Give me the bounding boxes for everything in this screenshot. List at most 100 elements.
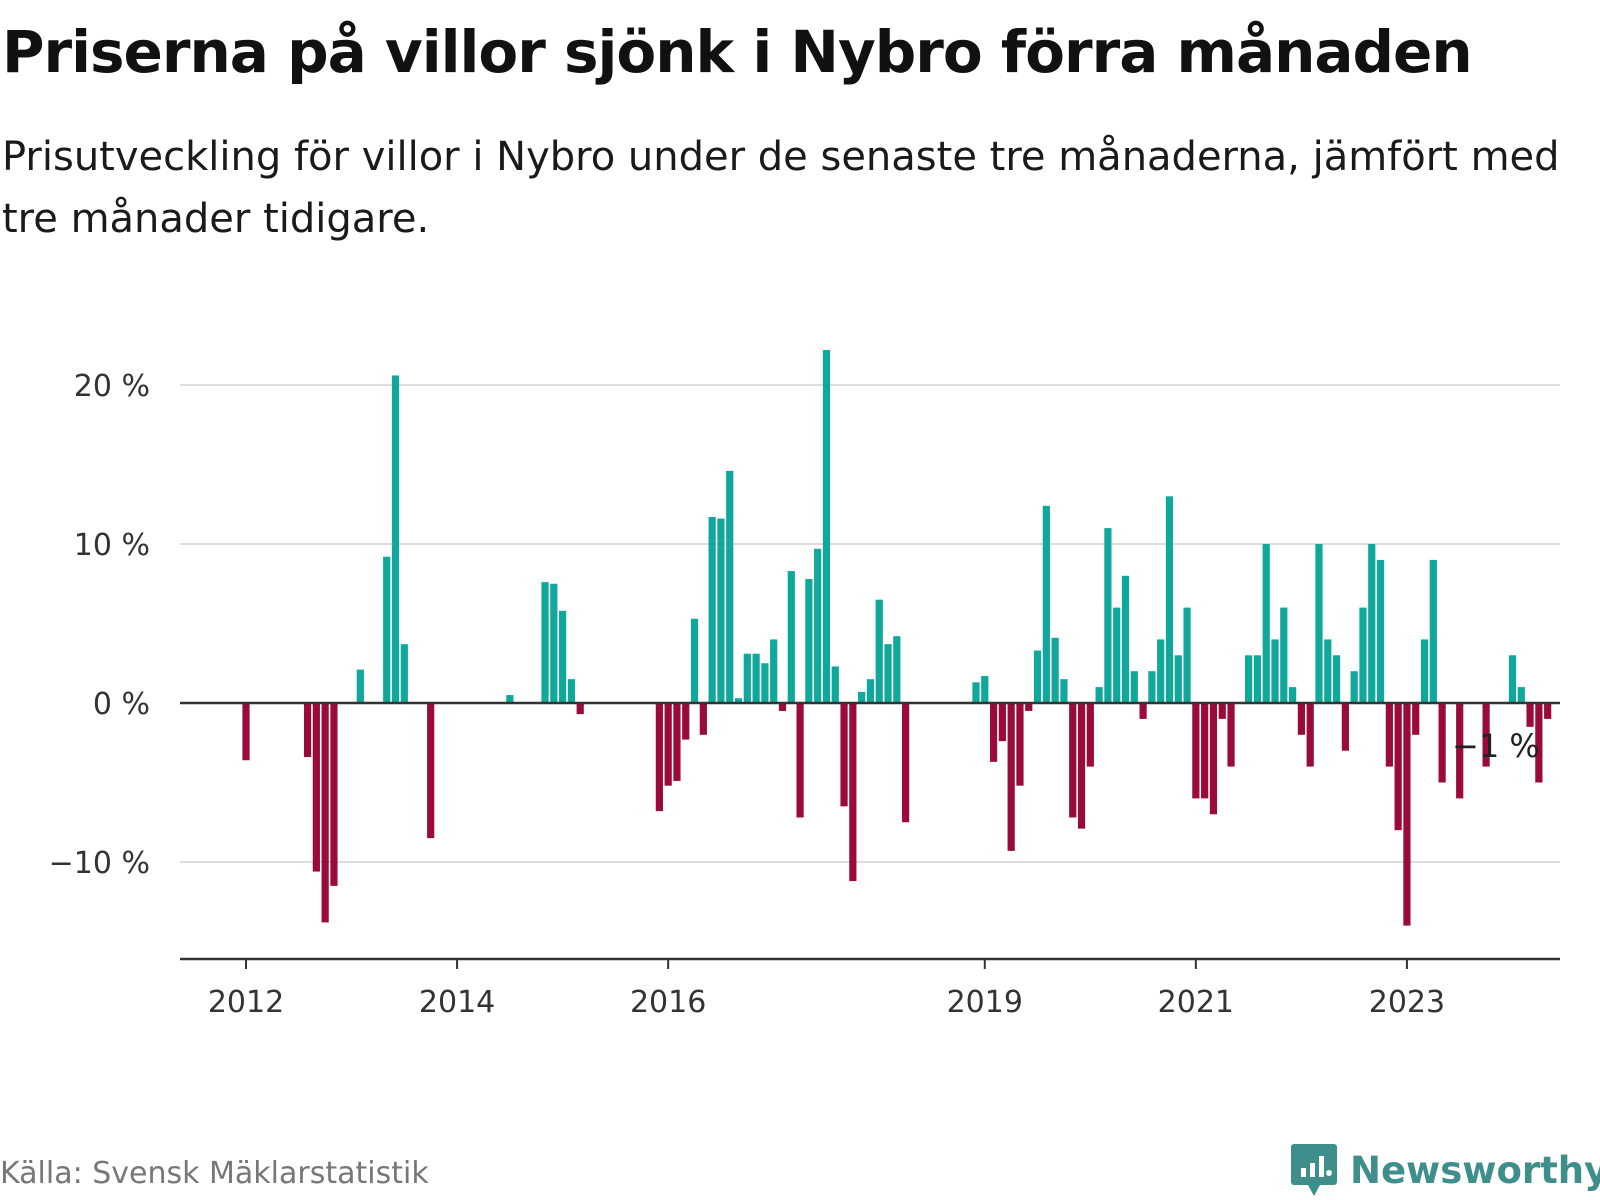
bar bbox=[1306, 703, 1314, 767]
bar bbox=[1429, 559, 1437, 703]
bar bbox=[1394, 703, 1402, 831]
bar bbox=[1271, 639, 1279, 703]
bar bbox=[1350, 671, 1358, 703]
bar bbox=[1157, 639, 1165, 703]
bar bbox=[690, 618, 699, 703]
bar bbox=[1033, 650, 1042, 703]
bar bbox=[1526, 703, 1534, 727]
bar bbox=[1385, 703, 1393, 767]
x-tick-label: 2014 bbox=[419, 985, 495, 1020]
bar bbox=[1148, 671, 1156, 703]
bar bbox=[778, 703, 787, 711]
bar bbox=[831, 666, 839, 703]
bar bbox=[1280, 607, 1288, 703]
bar bbox=[1227, 703, 1235, 767]
bar bbox=[1051, 637, 1059, 703]
bar bbox=[541, 582, 549, 703]
bar bbox=[981, 675, 989, 703]
bar bbox=[1113, 607, 1121, 703]
bar bbox=[893, 636, 901, 703]
bar bbox=[1060, 679, 1068, 703]
bar bbox=[1324, 639, 1332, 703]
bar bbox=[1007, 703, 1015, 851]
x-tick-label: 2016 bbox=[630, 985, 706, 1020]
x-tick-label: 2021 bbox=[1158, 985, 1234, 1020]
bar bbox=[858, 691, 866, 703]
bar bbox=[717, 518, 725, 703]
bar bbox=[1218, 703, 1226, 719]
x-tick-label: 2019 bbox=[947, 985, 1023, 1020]
bar bbox=[1508, 655, 1517, 703]
bar bbox=[1201, 703, 1209, 799]
bar bbox=[664, 703, 672, 786]
bar bbox=[1482, 703, 1490, 767]
bar bbox=[972, 682, 980, 703]
bar bbox=[1517, 687, 1525, 703]
bar bbox=[1376, 559, 1385, 703]
chart-title: Priserna på villor sjönk i Nybro förra m… bbox=[2, 18, 1473, 86]
bar bbox=[550, 583, 558, 703]
bar bbox=[400, 644, 408, 703]
bar bbox=[1544, 703, 1552, 719]
bar bbox=[673, 703, 681, 781]
bar bbox=[1253, 655, 1262, 703]
bar bbox=[1139, 703, 1147, 719]
bar bbox=[840, 703, 848, 807]
bar bbox=[506, 695, 514, 703]
bar bbox=[1121, 575, 1130, 703]
bar bbox=[875, 599, 883, 703]
y-tick-label: 0 % bbox=[93, 687, 150, 722]
bar bbox=[787, 571, 795, 703]
bar bbox=[427, 703, 435, 839]
bar bbox=[743, 653, 751, 703]
bar bbox=[1535, 703, 1543, 783]
bar bbox=[559, 610, 567, 703]
bar bbox=[1403, 703, 1411, 926]
bar bbox=[1183, 607, 1191, 703]
bar bbox=[770, 639, 778, 703]
brand-logo: Newsworthy bbox=[1290, 1140, 1600, 1200]
bar bbox=[1341, 703, 1349, 751]
bar bbox=[1209, 703, 1218, 815]
x-tick-label: 2023 bbox=[1369, 985, 1445, 1020]
bar bbox=[989, 703, 998, 762]
bar bbox=[761, 663, 769, 703]
bar bbox=[805, 578, 813, 703]
bar bbox=[1289, 687, 1297, 703]
bar bbox=[567, 679, 576, 703]
bar bbox=[822, 350, 831, 703]
bar bbox=[576, 703, 584, 715]
bar bbox=[682, 703, 690, 740]
bar bbox=[814, 548, 822, 703]
bar bbox=[321, 703, 329, 923]
bar bbox=[752, 653, 760, 703]
brand-name: Newsworthy bbox=[1350, 1148, 1600, 1192]
bar bbox=[655, 703, 663, 812]
bar bbox=[1315, 544, 1323, 703]
bar bbox=[884, 644, 892, 703]
bar bbox=[1456, 703, 1464, 799]
bar bbox=[998, 703, 1006, 742]
bar bbox=[1262, 544, 1270, 703]
x-tick-label: 2012 bbox=[208, 985, 284, 1020]
bar bbox=[391, 375, 400, 703]
bar bbox=[1438, 703, 1446, 783]
bar bbox=[1077, 703, 1086, 829]
bar bbox=[1412, 703, 1420, 735]
y-tick-label: −10 % bbox=[49, 846, 150, 881]
bar bbox=[796, 703, 804, 818]
chart-subtitle: Prisutveckling för villor i Nybro under … bbox=[2, 134, 1560, 242]
bar-chart: 20 % 10 % 0 % −10 % 2012 2014 2016 2019 2021 202… bbox=[49, 350, 1560, 1020]
bar bbox=[1368, 544, 1376, 703]
bar bbox=[1095, 687, 1103, 703]
bar bbox=[1192, 703, 1200, 799]
bar bbox=[866, 679, 875, 703]
bar bbox=[708, 516, 716, 703]
bar bbox=[1069, 703, 1077, 818]
bar bbox=[849, 703, 857, 882]
bar bbox=[330, 703, 338, 886]
bar bbox=[699, 703, 707, 735]
grid-lines bbox=[180, 384, 1560, 863]
bar bbox=[902, 703, 910, 823]
bar bbox=[1174, 655, 1182, 703]
